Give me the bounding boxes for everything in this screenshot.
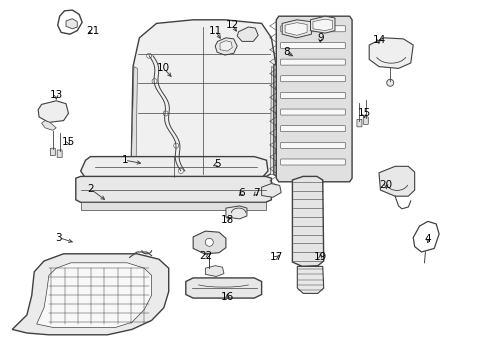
Circle shape: [152, 78, 157, 84]
FancyBboxPatch shape: [280, 42, 345, 49]
Polygon shape: [12, 254, 168, 335]
Polygon shape: [310, 16, 334, 33]
Polygon shape: [237, 27, 258, 41]
Polygon shape: [37, 263, 151, 328]
FancyBboxPatch shape: [275, 86, 297, 90]
Text: 6: 6: [238, 188, 245, 198]
FancyBboxPatch shape: [363, 117, 367, 124]
Polygon shape: [273, 61, 300, 178]
Circle shape: [178, 168, 183, 174]
FancyBboxPatch shape: [57, 150, 62, 157]
Text: 21: 21: [86, 26, 100, 36]
FancyBboxPatch shape: [275, 73, 297, 78]
Text: 17: 17: [269, 252, 283, 262]
Polygon shape: [285, 23, 306, 35]
FancyBboxPatch shape: [280, 159, 345, 165]
Text: 1: 1: [121, 155, 128, 165]
Text: 19: 19: [313, 252, 326, 262]
Polygon shape: [185, 278, 261, 298]
Text: 14: 14: [371, 35, 385, 45]
Text: 20: 20: [379, 180, 392, 190]
Polygon shape: [41, 121, 56, 130]
Polygon shape: [270, 67, 276, 175]
Text: 2: 2: [87, 184, 94, 194]
FancyBboxPatch shape: [275, 149, 297, 153]
FancyBboxPatch shape: [275, 124, 297, 128]
Polygon shape: [368, 38, 412, 68]
Text: 22: 22: [198, 251, 212, 261]
Text: 4: 4: [424, 234, 430, 244]
Polygon shape: [312, 19, 332, 31]
Circle shape: [205, 238, 213, 246]
Text: 11: 11: [208, 26, 222, 36]
Text: 16: 16: [220, 292, 234, 302]
Text: 10: 10: [157, 63, 170, 73]
FancyBboxPatch shape: [275, 162, 297, 166]
Circle shape: [386, 79, 393, 86]
Polygon shape: [378, 166, 414, 196]
FancyBboxPatch shape: [275, 99, 297, 103]
Text: 18: 18: [220, 215, 234, 225]
Circle shape: [173, 143, 178, 148]
Polygon shape: [261, 184, 281, 197]
Text: 5: 5: [214, 159, 221, 169]
Text: 13: 13: [49, 90, 63, 100]
Polygon shape: [225, 206, 246, 219]
Polygon shape: [282, 20, 311, 38]
FancyBboxPatch shape: [280, 126, 345, 132]
Circle shape: [146, 53, 151, 58]
Polygon shape: [215, 38, 237, 55]
FancyBboxPatch shape: [280, 59, 345, 65]
Polygon shape: [66, 19, 77, 29]
Circle shape: [163, 111, 168, 116]
FancyBboxPatch shape: [275, 111, 297, 116]
Polygon shape: [205, 266, 224, 276]
Text: 7: 7: [253, 188, 260, 198]
Polygon shape: [276, 16, 351, 182]
FancyBboxPatch shape: [356, 120, 361, 127]
FancyBboxPatch shape: [50, 148, 55, 156]
Text: 9: 9: [316, 33, 323, 43]
Text: 15: 15: [357, 108, 370, 118]
FancyBboxPatch shape: [280, 109, 345, 115]
Polygon shape: [292, 176, 323, 266]
Polygon shape: [220, 41, 232, 51]
Polygon shape: [297, 266, 323, 293]
FancyBboxPatch shape: [280, 26, 345, 32]
Polygon shape: [76, 176, 271, 202]
Polygon shape: [81, 202, 265, 210]
FancyBboxPatch shape: [275, 136, 297, 141]
Text: 8: 8: [282, 47, 289, 57]
Polygon shape: [38, 101, 68, 122]
FancyBboxPatch shape: [280, 142, 345, 148]
Polygon shape: [193, 231, 225, 254]
FancyBboxPatch shape: [280, 93, 345, 98]
Polygon shape: [131, 20, 276, 176]
Text: 3: 3: [55, 233, 62, 243]
Text: 15: 15: [61, 137, 75, 147]
Text: 12: 12: [225, 20, 239, 30]
Polygon shape: [81, 157, 267, 178]
Polygon shape: [131, 67, 137, 175]
FancyBboxPatch shape: [280, 76, 345, 82]
